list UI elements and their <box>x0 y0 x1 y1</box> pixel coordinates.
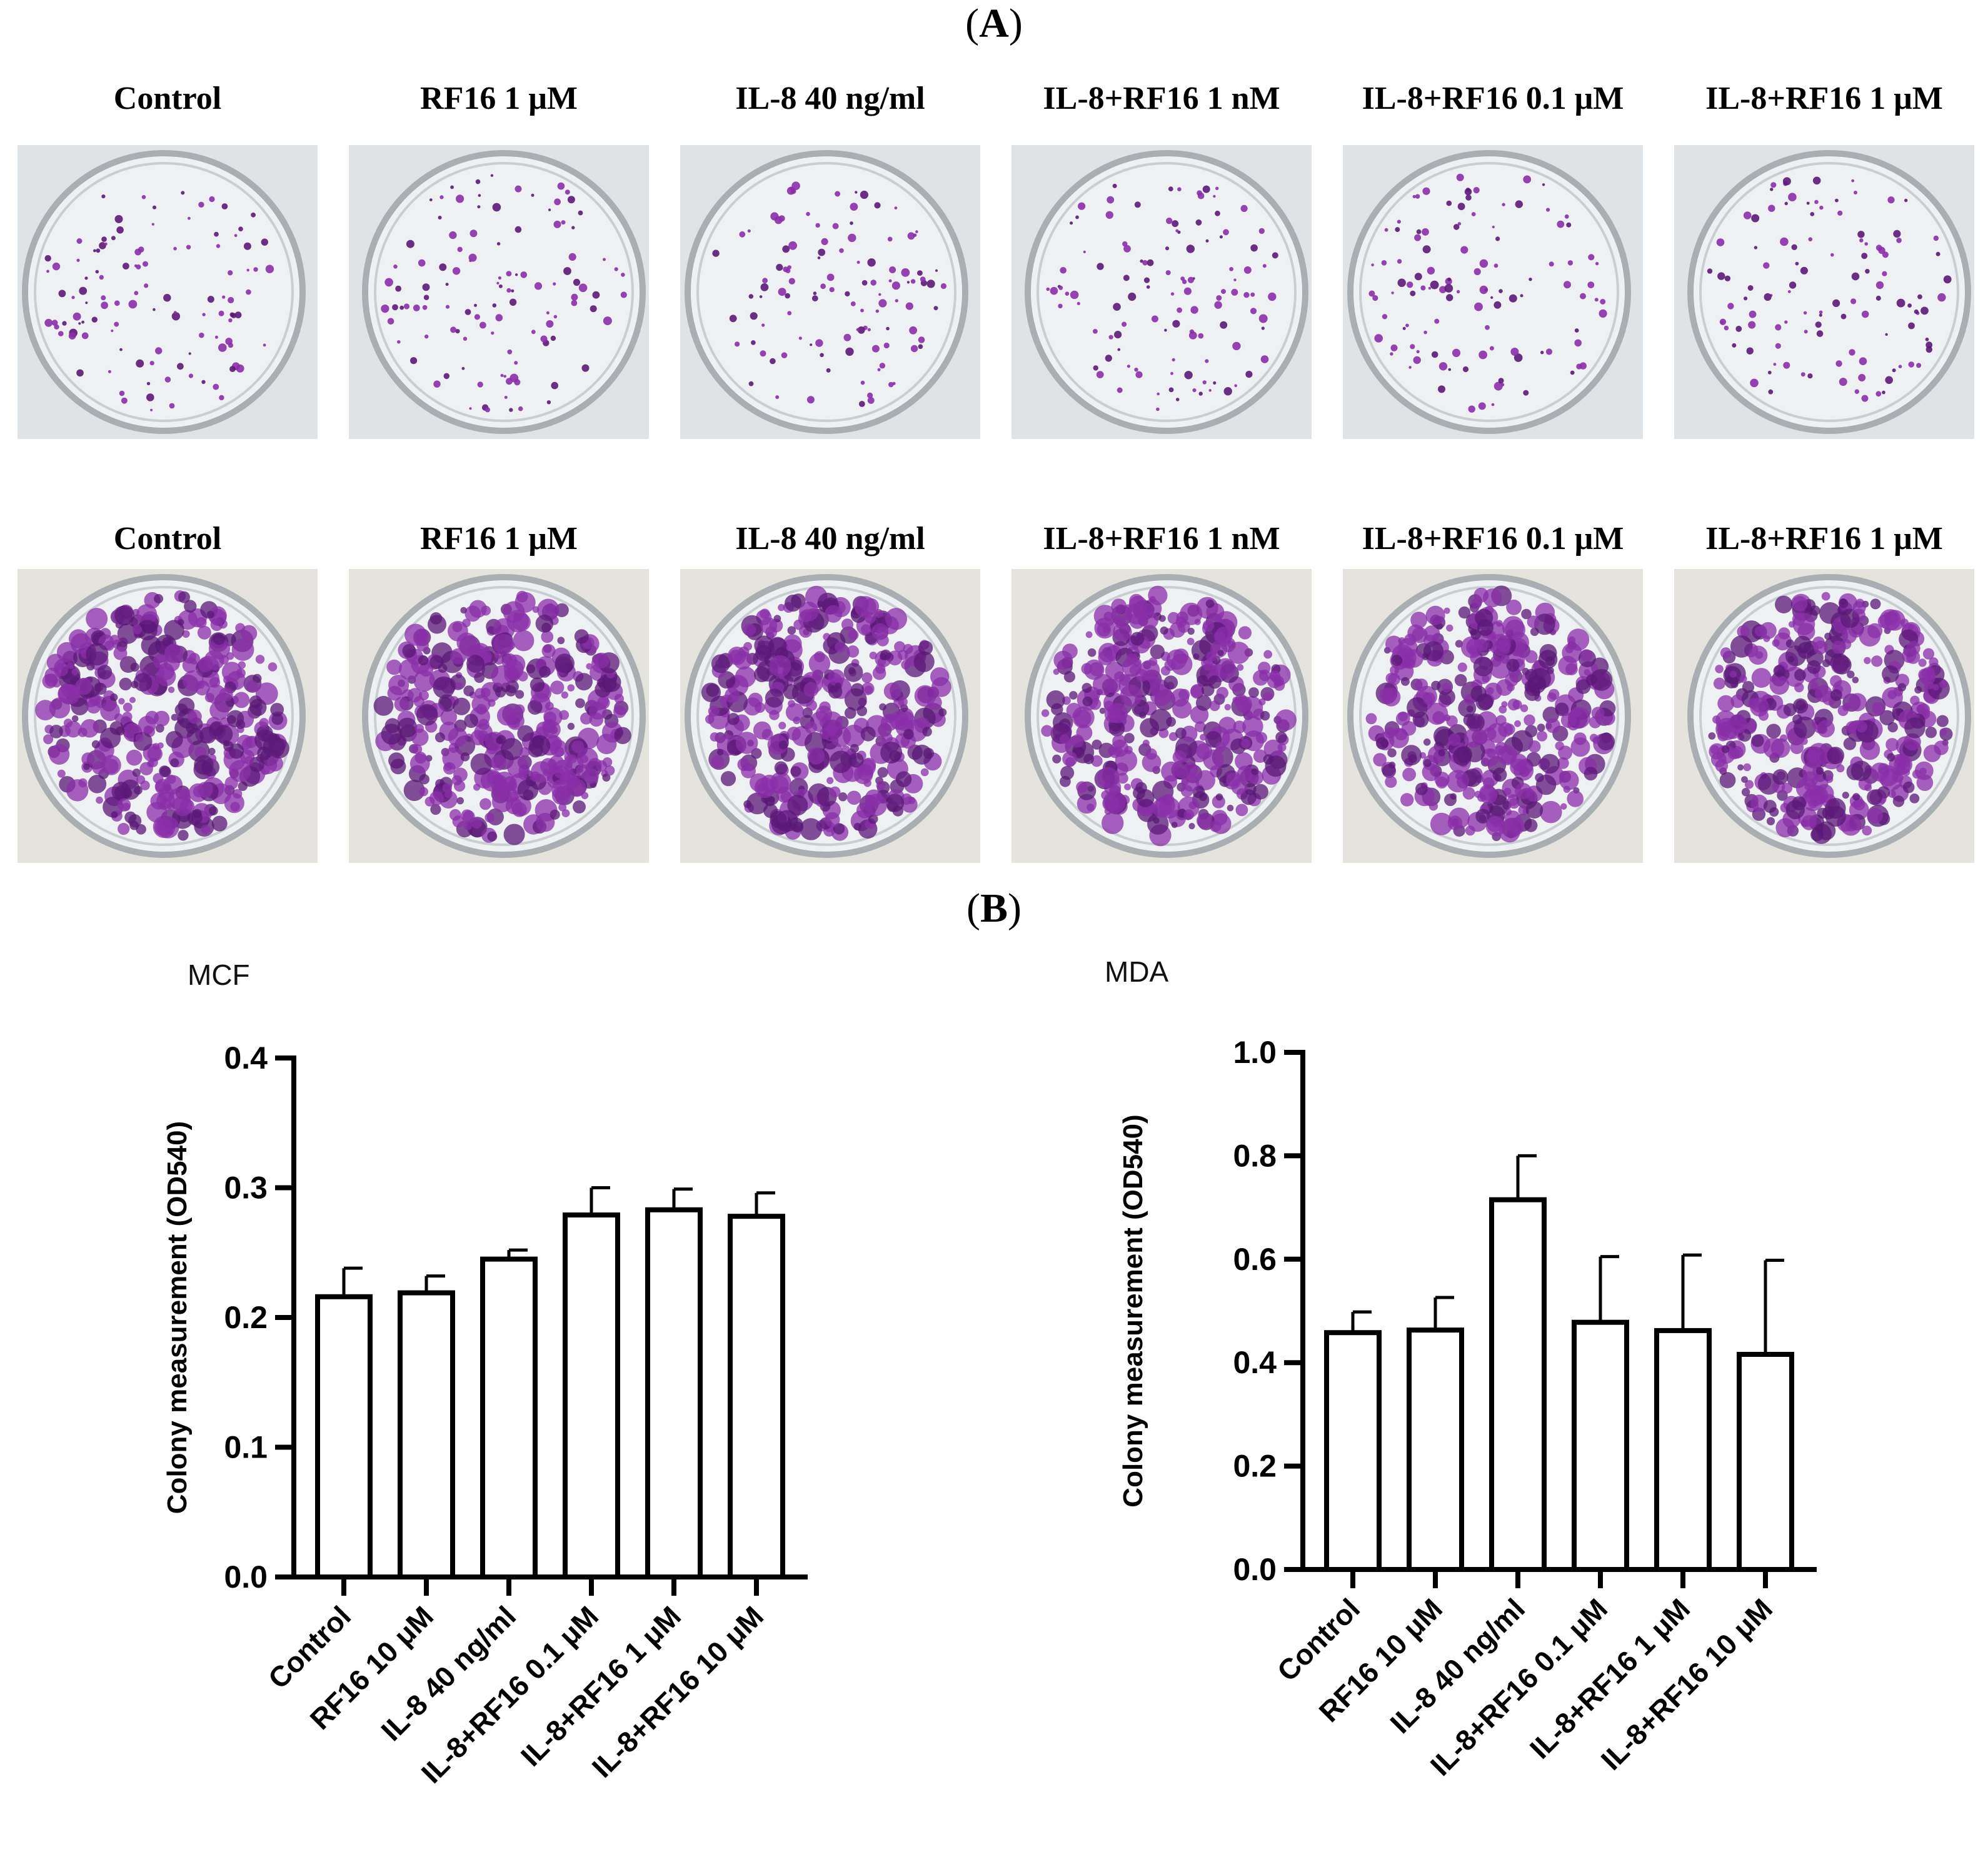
bar <box>315 1294 373 1579</box>
bar <box>1737 1351 1794 1573</box>
colony-well-photo <box>349 145 649 439</box>
y-tick-label: 1.0 <box>1233 1035 1277 1070</box>
chart-title: MDA <box>1105 955 1169 988</box>
colony-well-photo <box>680 569 980 863</box>
well-label: IL-8 40 ng/ml <box>735 521 925 557</box>
well-label: IL-8+RF16 1 nM <box>1043 521 1280 557</box>
colony-well-photo <box>1674 145 1974 439</box>
panel-a-letter: (A) <box>965 1 1023 46</box>
y-tick-label: 0.1 <box>224 1430 268 1465</box>
well-label: Control <box>113 81 222 116</box>
well-label: IL-8 40 ng/ml <box>735 81 925 116</box>
panel-b-letter: (B) <box>966 885 1022 931</box>
well-label: IL-8+RF16 0.1 μM <box>1362 81 1624 116</box>
colony-well-photo <box>18 569 318 863</box>
well-label: RF16 1 μM <box>420 81 578 116</box>
colony-well-photo <box>1012 145 1312 439</box>
y-tick-label: 0.0 <box>1233 1552 1277 1587</box>
well-label: RF16 1 μM <box>420 521 578 557</box>
y-tick-label: 0.8 <box>1233 1138 1277 1173</box>
bar <box>1654 1327 1712 1573</box>
bar <box>480 1256 538 1579</box>
colony-well-photo <box>680 145 980 439</box>
y-tick-label: 0.2 <box>1233 1449 1277 1484</box>
y-tick-label: 0.6 <box>1233 1242 1277 1277</box>
well-label: IL-8+RF16 1 μM <box>1705 521 1943 557</box>
y-tick-label: 0.0 <box>224 1559 268 1594</box>
y-tick-label: 0.4 <box>224 1040 268 1076</box>
y-tick-label: 0.4 <box>1233 1345 1277 1380</box>
well-label: Control <box>113 521 222 557</box>
well-label: IL-8+RF16 0.1 μM <box>1362 521 1624 557</box>
colony-well-photo <box>1343 569 1643 863</box>
bar <box>1489 1197 1547 1572</box>
colony-well-photo <box>1343 145 1643 439</box>
colony-well-photo <box>1674 569 1974 863</box>
bar-chart-mda: MDA Colony measurement (OD540) 0.0 0.2 0.4 0.… <box>1105 955 1817 1782</box>
bar <box>1407 1327 1464 1572</box>
bar-chart-mcf: MCF Colony measurement (OD540) 0.0 0.1 0.2 0.… <box>162 959 808 1790</box>
y-tick-label: 0.2 <box>224 1300 268 1335</box>
bar <box>728 1214 785 1579</box>
well-label: IL-8+RF16 1 nM <box>1043 81 1280 116</box>
bar <box>1324 1330 1382 1572</box>
bar <box>398 1290 455 1579</box>
chart-title: MCF <box>188 959 250 991</box>
colony-well-photo <box>349 569 649 863</box>
y-tick-label: 0.3 <box>224 1171 268 1206</box>
bar <box>563 1212 620 1579</box>
y-axis-label: Colony measurement (OD540) <box>162 1121 193 1514</box>
bar <box>645 1207 703 1579</box>
colony-well-photo <box>18 145 318 439</box>
bar <box>1572 1319 1629 1572</box>
y-axis-label: Colony measurement (OD540) <box>1118 1114 1148 1507</box>
colony-well-photo <box>1012 569 1312 863</box>
well-label: IL-8+RF16 1 μM <box>1705 81 1943 116</box>
